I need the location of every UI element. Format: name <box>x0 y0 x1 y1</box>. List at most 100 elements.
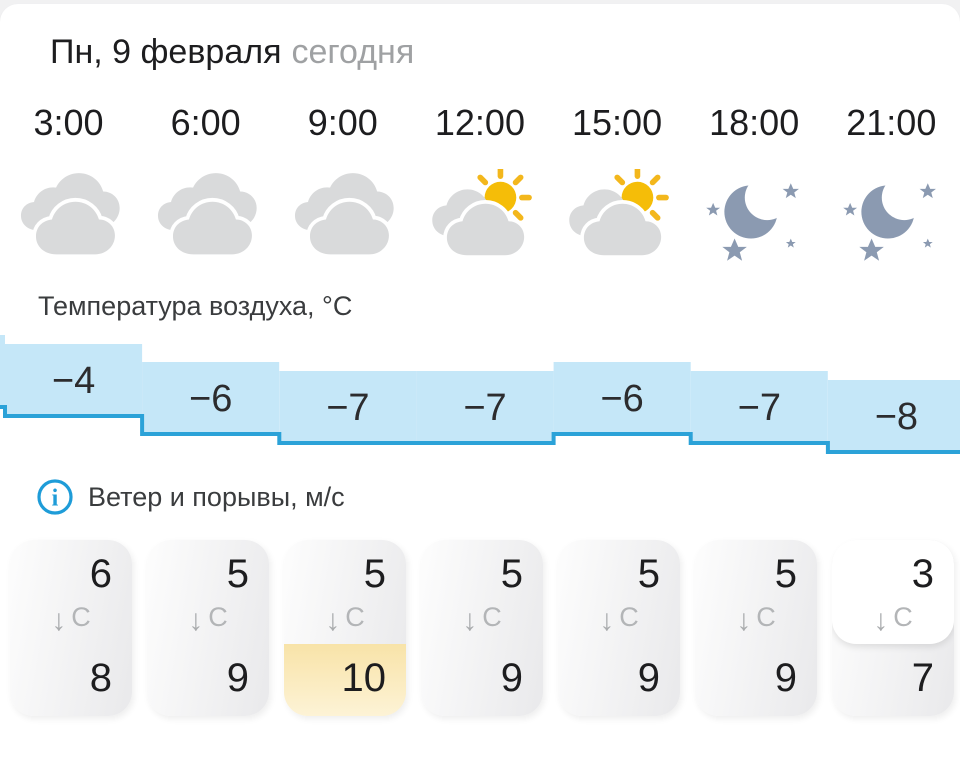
temp-bar <box>416 371 554 443</box>
temp-bar <box>5 344 143 416</box>
weather-icon-cell <box>411 169 548 263</box>
wind-gust-value: 7 <box>911 656 934 700</box>
wind-gust-value: 8 <box>89 656 112 700</box>
wind-direction-label: С <box>71 602 91 632</box>
time-label: 18:00 <box>709 102 800 143</box>
time-label: 6:00 <box>170 102 241 143</box>
wind-gust-cell: 9 <box>558 644 680 716</box>
wind-direction-label: С <box>893 602 913 632</box>
wind-direction: ↓ С <box>284 600 406 638</box>
temp-value: −7 <box>463 387 506 429</box>
wind-speed-cell: 5 ↓ С <box>284 540 406 644</box>
wind-direction-label: С <box>345 602 365 632</box>
wind-speed-cell: 3 ↓ С <box>832 540 954 644</box>
cloudy-icon <box>289 169 397 263</box>
wind-card[interactable]: 5 ↓ С 10 <box>284 540 406 716</box>
partly-sunny-icon <box>563 169 671 263</box>
wind-gust-value: 9 <box>226 656 249 700</box>
wind-gust-cell: 7 <box>832 644 954 716</box>
wind-card[interactable]: 5 ↓ С 9 <box>147 540 269 716</box>
partly-sunny-icon <box>426 169 534 263</box>
wind-direction-arrow-icon: ↓ <box>51 604 67 637</box>
svg-text:i: i <box>52 486 59 512</box>
info-icon[interactable]: i <box>36 478 74 516</box>
time-label: 9:00 <box>307 102 378 143</box>
wind-card[interactable]: 3 ↓ С 7 <box>832 540 954 716</box>
wind-speed-cell: 5 ↓ С <box>695 540 817 644</box>
wind-direction-label: С <box>208 602 228 632</box>
clear-night-icon <box>700 169 808 263</box>
wind-direction: ↓ С <box>147 600 269 638</box>
wind-direction: ↓ С <box>10 600 132 638</box>
wind-direction-arrow-icon: ↓ <box>188 604 204 637</box>
wind-speed-cell: 6 ↓ С <box>10 540 132 644</box>
wind-speed-value: 5 <box>774 552 797 596</box>
cloudy-icon <box>152 169 260 263</box>
wind-speed-value: 5 <box>637 552 660 596</box>
wind-card[interactable]: 5 ↓ С 9 <box>695 540 817 716</box>
weather-icons-row[interactable] <box>0 160 960 272</box>
weather-icon-cell <box>549 169 686 263</box>
day-date-label: Пн, 9 февраля <box>50 33 282 71</box>
wind-speed-value: 5 <box>500 552 523 596</box>
time-label: 3:00 <box>33 102 104 143</box>
weather-icon-cell <box>137 169 274 263</box>
wind-speed-cell: 5 ↓ С <box>421 540 543 644</box>
weather-icon-cell <box>274 169 411 263</box>
day-header[interactable]: Пн, 9 февраля сегодня <box>0 4 960 74</box>
wind-section-header: i Ветер и порывы, м/с <box>36 478 960 516</box>
temp-step-line <box>0 405 960 454</box>
temp-value: −6 <box>189 378 232 420</box>
wind-gust-value: 9 <box>500 656 523 700</box>
cloudy-icon <box>15 169 123 263</box>
weather-icon-cell <box>0 169 137 263</box>
forecast-panel: Пн, 9 февраля сегодня 3:00 6:00 9:00 12:00 15… <box>0 4 960 776</box>
temp-value: −7 <box>738 387 781 429</box>
temp-bar-prev <box>0 335 5 407</box>
time-label: 21:00 <box>846 102 937 143</box>
weather-icon-cell <box>823 169 960 263</box>
wind-direction-arrow-icon: ↓ <box>736 604 752 637</box>
wind-gust-cell: 9 <box>147 644 269 716</box>
temperature-step-chart[interactable]: −4 −6 −7 −7 −6 −7 −8 <box>0 332 960 464</box>
wind-direction-label: С <box>756 602 776 632</box>
wind-speed-value: 6 <box>89 552 112 596</box>
wind-card[interactable]: 5 ↓ С 9 <box>558 540 680 716</box>
wind-direction-label: С <box>482 602 502 632</box>
wind-card[interactable]: 6 ↓ С 8 <box>10 540 132 716</box>
wind-direction-label: С <box>619 602 639 632</box>
wind-gust-value: 9 <box>637 656 660 700</box>
wind-direction: ↓ С <box>421 600 543 638</box>
temp-bar <box>553 362 691 434</box>
wind-direction-arrow-icon: ↓ <box>325 604 341 637</box>
wind-card[interactable]: 5 ↓ С 9 <box>421 540 543 716</box>
wind-gust-value: 9 <box>774 656 797 700</box>
wind-gust-cell: 9 <box>421 644 543 716</box>
wind-direction: ↓ С <box>695 600 817 638</box>
wind-direction-arrow-icon: ↓ <box>462 604 478 637</box>
wind-speed-cell: 5 ↓ С <box>558 540 680 644</box>
temp-bar <box>279 371 417 443</box>
wind-speed-value: 3 <box>911 552 934 596</box>
time-label: 12:00 <box>434 102 525 143</box>
wind-direction-arrow-icon: ↓ <box>873 604 889 637</box>
time-label: 15:00 <box>572 102 663 143</box>
wind-speed-cell: 5 ↓ С <box>147 540 269 644</box>
wind-direction: ↓ С <box>832 600 954 638</box>
wind-speed-value: 5 <box>363 552 386 596</box>
wind-gust-cell: 8 <box>10 644 132 716</box>
temp-bar <box>827 380 960 452</box>
wind-speed-value: 5 <box>226 552 249 596</box>
temp-bar <box>142 362 280 434</box>
temperature-section-label: Температура воздуха, °C <box>38 291 353 321</box>
today-label: сегодня <box>291 33 415 71</box>
temp-value: −7 <box>326 387 369 429</box>
clear-night-icon <box>837 169 945 263</box>
wind-gust-cell: 9 <box>695 644 817 716</box>
wind-direction: ↓ С <box>558 600 680 638</box>
temp-value: −4 <box>52 360 95 402</box>
wind-cards-row[interactable]: 6 ↓ С 8 5 ↓ С 9 5 ↓ С 10 5 ↓ С 9 5 ↓ С 9 5 ↓ С 9 3 ↓ С 7 <box>0 540 960 716</box>
wind-section-label: Ветер и порывы, м/с <box>88 482 345 512</box>
times-row[interactable]: 3:00 6:00 9:00 12:00 15:00 18:00 21:00 <box>0 100 960 146</box>
temp-value: −8 <box>875 396 918 438</box>
